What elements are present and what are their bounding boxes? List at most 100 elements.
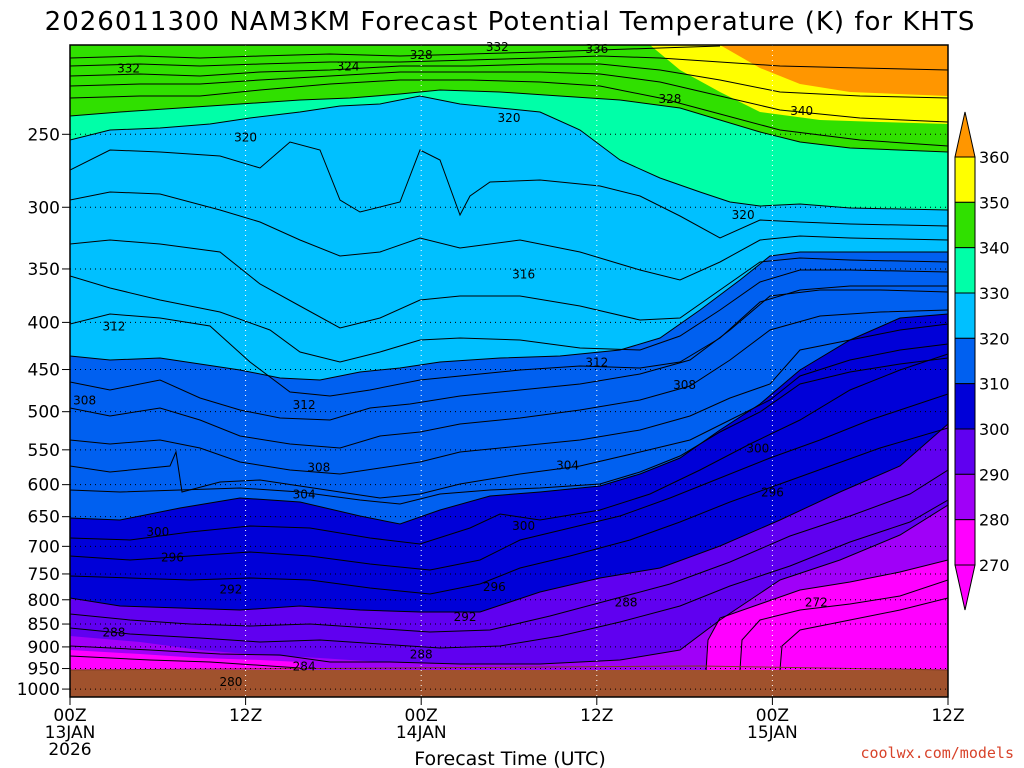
contour-line (70, 343, 948, 499)
contour-label: 332 (117, 61, 140, 75)
y-tick-label: 900 (28, 638, 60, 658)
contour-label: 288 (102, 625, 125, 639)
colorbar-label: 270 (979, 556, 1010, 575)
ground (70, 670, 948, 697)
contour-label: 320 (732, 208, 755, 222)
contour-label: 300 (512, 519, 535, 533)
y-tick-label: 750 (28, 565, 60, 585)
colorbar-over-triangle (954, 111, 976, 158)
colorbar-bin (954, 337, 976, 385)
contour-line (70, 504, 948, 665)
contour-line (70, 71, 948, 123)
plot-frame (69, 44, 949, 698)
contour-label: 312 (585, 355, 608, 369)
contour-line (70, 63, 948, 99)
contour-line (70, 655, 301, 669)
contour-label: 288 (615, 595, 638, 609)
chart-title: 2026011300 NAM3KM Forecast Potential Tem… (45, 7, 976, 37)
colorbar-under-triangle (954, 564, 976, 611)
gridlines (70, 45, 948, 697)
credit-text: coolwx.com/models (860, 744, 1014, 762)
contour-line (70, 269, 948, 363)
fill-layer-below-270 (706, 560, 948, 697)
contour-line (779, 597, 948, 671)
colorbar-label: 300 (979, 420, 1010, 439)
y-tick-label: 650 (28, 508, 60, 528)
x-tick-label: 00Z (756, 706, 789, 726)
contour-label: 324 (337, 59, 360, 73)
y-tick-label: 400 (28, 313, 60, 333)
x-tick-year-label: 2026 (48, 740, 91, 760)
y-tick-label: 800 (28, 591, 60, 611)
x-tick-label: 12Z (229, 706, 262, 726)
colorbar-label: 330 (979, 284, 1010, 303)
y-tick-label: 500 (28, 403, 60, 423)
colorbar-label: 340 (979, 239, 1010, 258)
y-tick-label: 600 (28, 476, 60, 496)
y-tick-label: 450 (28, 361, 60, 381)
contour-label: 336 (585, 42, 608, 56)
contour-line (70, 323, 948, 475)
x-tick-date-label: 13JAN (45, 723, 96, 743)
contour-line (70, 499, 948, 649)
contour-line (70, 427, 948, 595)
contour-line (70, 55, 948, 71)
contour-line (739, 579, 948, 671)
y-tick-label: 700 (28, 537, 60, 557)
contour-line (70, 309, 948, 449)
y-tick-label: 850 (28, 615, 60, 635)
contour-label: 328 (659, 92, 682, 106)
contour-line (70, 423, 948, 613)
contour-line (70, 285, 948, 397)
contour-line (70, 95, 948, 211)
contour-label: 292 (454, 610, 477, 624)
contour-label: 296 (483, 580, 506, 594)
contour-label: 288 (410, 647, 433, 661)
y-tick-label: 1000 (17, 680, 60, 700)
contour-line (70, 469, 948, 633)
contour-line (70, 191, 948, 281)
fill-layer-350-360 (720, 45, 948, 96)
x-tick-date-label: 15JAN (747, 723, 798, 743)
colorbar-label: 350 (979, 193, 1010, 212)
colorbar-bin (954, 247, 976, 294)
contour-line (70, 45, 721, 59)
colorbar-bin (954, 383, 976, 430)
y-tick-label: 950 (28, 660, 60, 680)
contour-label: 292 (220, 583, 243, 597)
contour-line (70, 393, 948, 571)
x-tick-label: 00Z (405, 706, 438, 726)
contour-label: 296 (161, 551, 184, 565)
contour-line (705, 559, 948, 671)
y-tick-label: 550 (28, 441, 60, 461)
contour-label: 320 (234, 130, 257, 144)
x-tick-date-label: 14JAN (396, 723, 447, 743)
contour-line (70, 239, 948, 329)
contour-label: 312 (293, 398, 316, 412)
contour-label: 316 (512, 268, 535, 282)
y-tick-label: 250 (28, 125, 60, 145)
contour-label: 304 (293, 488, 316, 502)
contour-label: 272 (805, 595, 828, 609)
colorbar-label: 310 (979, 375, 1010, 394)
x-tick-label: 12Z (580, 706, 613, 726)
contour-label: 296 (761, 486, 784, 500)
y-tick-label: 350 (28, 260, 60, 280)
colorbar-bin (954, 428, 976, 475)
x-axis-label: Forecast Time (UTC) (414, 748, 605, 768)
contour-line (70, 89, 948, 153)
y-tick-label: 300 (28, 198, 60, 218)
colorbar-label: 360 (979, 148, 1010, 167)
contour-label: 308 (73, 393, 96, 407)
colorbar-bin (954, 201, 976, 249)
contour-label: 284 (293, 659, 316, 673)
colorbar-label: 290 (979, 465, 1010, 484)
contour-line (70, 251, 948, 381)
colorbar: 270 280 290 300 310 320 330 340 350 360 (954, 111, 1010, 611)
x-tick-label: 00Z (53, 706, 86, 726)
contour-label: 328 (410, 48, 433, 62)
colorbar-bin (954, 292, 976, 339)
contour-label: 340 (790, 104, 813, 118)
